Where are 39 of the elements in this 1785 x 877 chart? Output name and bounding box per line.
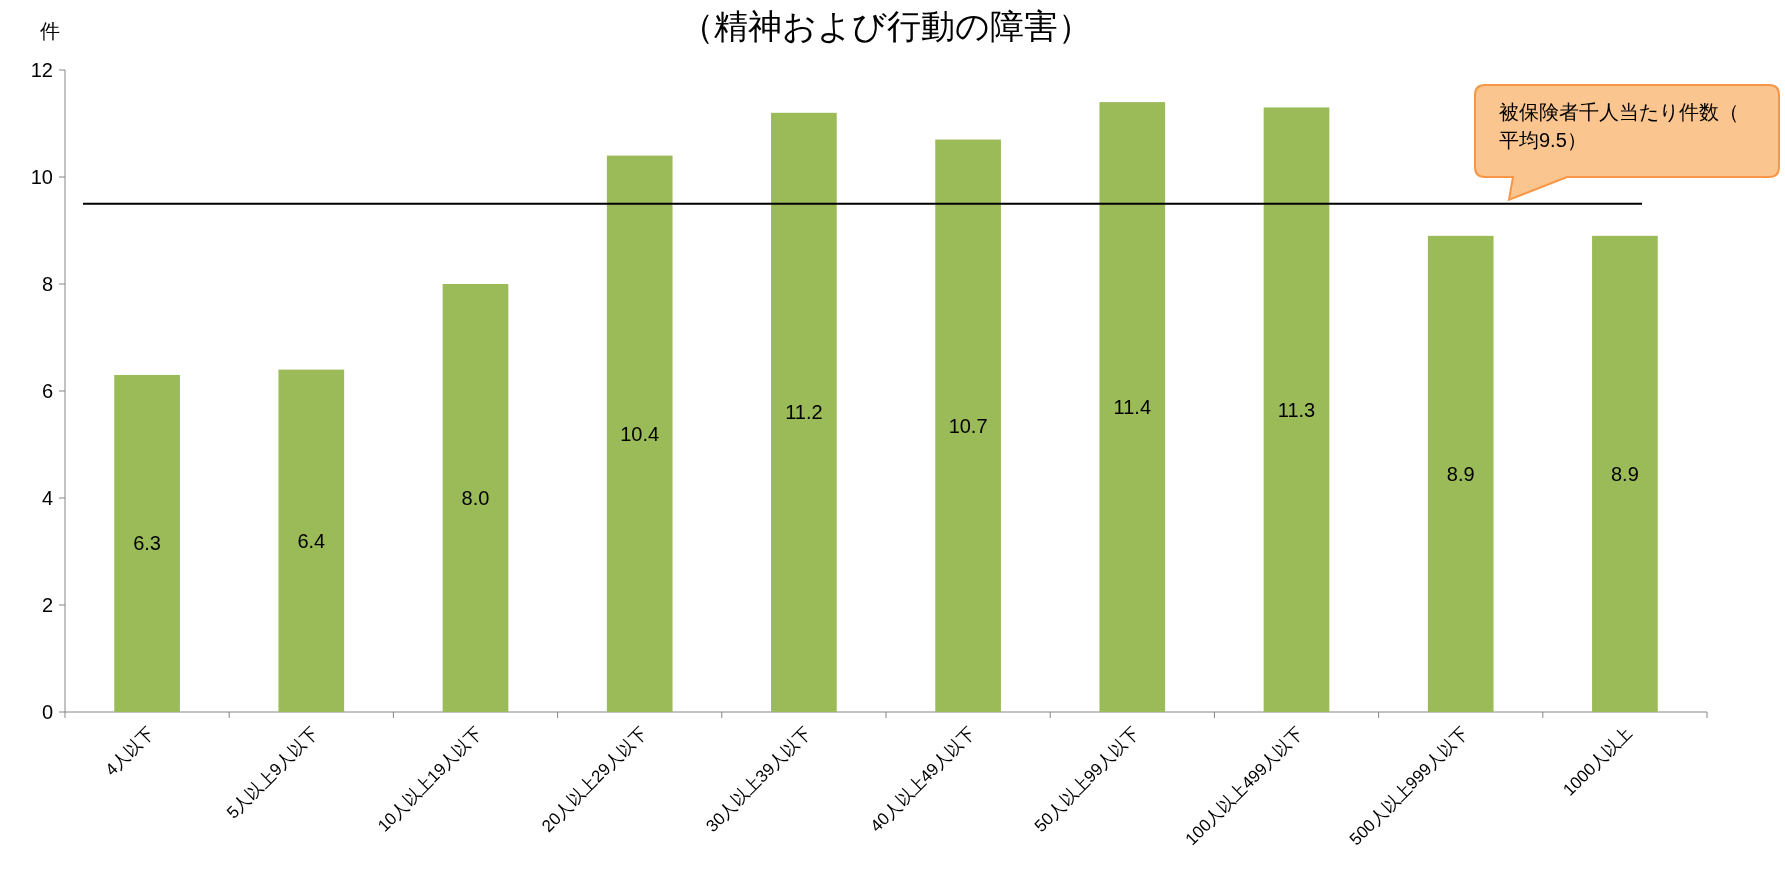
data-label: 10.7: [948, 414, 988, 437]
y-axis-title: 件: [40, 20, 60, 42]
y-tick-label: 2: [41, 594, 53, 616]
x-tick-label: 10人以上19人以下: [374, 723, 487, 836]
data-label: 6.3: [133, 532, 162, 555]
y-tick-label: 10: [30, 166, 53, 188]
bar: [771, 112, 837, 712]
x-tick-label: 40人以上49人以下: [866, 723, 979, 836]
x-tick-label: 50人以上99人以下: [1030, 723, 1144, 836]
x-tick-label: 20人以上29人以下: [538, 723, 651, 836]
data-label: 10.4: [620, 422, 660, 445]
y-tick-label: 8: [41, 273, 53, 295]
bar: [1592, 235, 1658, 712]
y-tick-label: 6: [41, 380, 53, 402]
x-tick-label: 500人以上999人以下: [1345, 723, 1472, 850]
bar: [278, 369, 345, 712]
bar: [442, 284, 509, 712]
data-label: 8.9: [1610, 462, 1639, 485]
bar: [935, 139, 1001, 712]
bar: [1099, 102, 1166, 712]
bar: [1427, 235, 1494, 712]
bar: [1263, 107, 1330, 712]
ref-line-label: 被保険者千人当たり件数（平均9.5）: [1499, 101, 1739, 151]
data-label: 6.4: [297, 529, 326, 552]
chart-title: （精神および行動の障害）: [680, 7, 1092, 45]
bar: [606, 155, 673, 712]
x-tick-label: 5人以上9人以下: [223, 723, 323, 823]
x-tick-label: 100人以上499人以下: [1181, 723, 1308, 850]
data-label: 8.9: [1446, 462, 1475, 485]
y-tick-label: 12: [30, 59, 53, 81]
data-label: 8.0: [461, 487, 490, 509]
y-tick-label: 0: [41, 701, 53, 723]
data-label: 11.4: [1113, 396, 1152, 419]
data-label: 11.3: [1277, 398, 1316, 421]
data-label: 11.2: [785, 401, 823, 424]
x-tick-label: 4人以下: [101, 723, 158, 780]
bar: [114, 374, 180, 712]
x-tick-label: 30人以上39人以下: [702, 723, 815, 836]
y-tick-label: 4: [41, 487, 53, 509]
